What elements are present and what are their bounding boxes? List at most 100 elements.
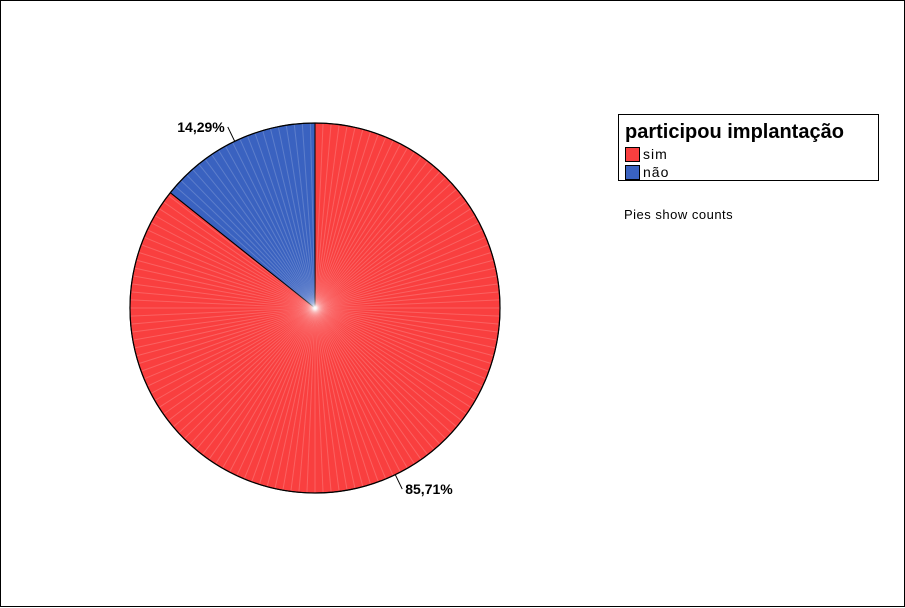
pie-shading-line <box>314 307 429 456</box>
pie-shading-line <box>277 126 316 309</box>
pie-shading-line <box>211 154 316 309</box>
pie-shading-line <box>314 307 408 469</box>
pie-shading-line <box>314 307 480 394</box>
pie-shading-line <box>130 307 316 317</box>
pie-shading-line <box>254 132 316 309</box>
pie-shading-line <box>314 307 356 489</box>
pie-shading-line <box>309 123 316 309</box>
pie-shading-line <box>132 275 316 309</box>
pie-shading-line <box>314 123 332 309</box>
pie-shading-line <box>215 307 316 465</box>
pie-shading-line <box>258 307 316 485</box>
pie-shading-line <box>274 307 316 489</box>
pie-shading-line <box>314 307 394 476</box>
pie-shading-line <box>147 307 316 387</box>
pie-shading-line <box>246 135 316 309</box>
pie-shading-line <box>225 145 316 309</box>
pie-shading-line <box>134 267 316 309</box>
pie-shading-line <box>314 165 435 309</box>
pie-shading-line <box>314 307 500 325</box>
pie-shading-line <box>314 182 452 309</box>
pie-shading-line <box>314 307 447 440</box>
pie-shading-line <box>314 129 364 309</box>
pie-shading-line <box>140 307 316 372</box>
pie-shading-line <box>314 244 490 309</box>
pie-shading-line <box>314 123 324 309</box>
pie-shading-line <box>262 130 316 309</box>
pie-shading-line <box>314 208 472 309</box>
pie-shading-line <box>314 307 490 372</box>
pie-shading-line <box>314 307 452 434</box>
pie-shading-line <box>266 307 316 487</box>
pie-shading-line <box>314 131 372 309</box>
pie-shading-line <box>138 251 316 309</box>
pie-shading-line <box>314 307 492 365</box>
legend-label-nao: não <box>643 164 670 180</box>
pie-shading-line <box>136 259 316 309</box>
pie-shading-line <box>314 151 415 309</box>
pie-shading-line <box>285 125 316 309</box>
pie-shading-line <box>314 307 415 465</box>
pie-shading-line <box>132 307 316 341</box>
pie-shading-line <box>314 222 480 309</box>
pie-shading-lines <box>129 122 501 494</box>
pie-shading-line <box>282 307 316 491</box>
pie-shading-line <box>218 149 316 309</box>
pie-shading-line <box>163 201 316 309</box>
pie-shading-line <box>314 307 348 491</box>
pie-shading-line <box>239 138 316 309</box>
pie-shading-line <box>314 127 356 309</box>
pie-shading-line <box>167 307 316 422</box>
pie-shading-line <box>147 229 316 309</box>
pie-shading-line <box>154 215 316 309</box>
pie-shading-line <box>314 307 498 341</box>
pie-shading-line <box>314 307 324 493</box>
pie-shading-line <box>136 307 316 357</box>
pie-outline <box>129 122 501 494</box>
pie-shading-line <box>314 307 364 487</box>
data-label-nao: 14,29% <box>177 119 225 135</box>
pie-shading-line <box>314 133 379 309</box>
pie-shading-line <box>314 236 487 309</box>
pie-shading-line <box>178 307 316 434</box>
pie-shading-line <box>192 168 316 309</box>
pie-shading-line <box>150 307 316 394</box>
pie-shading-line <box>314 160 429 309</box>
legend-item-nao: não <box>625 163 669 181</box>
pie-shading-line <box>314 307 496 349</box>
pie-shading-line <box>314 140 394 309</box>
pie-shading-line <box>314 299 500 309</box>
pie-shading-line <box>314 307 472 408</box>
pie-shading-line <box>314 176 447 309</box>
pie-shading-line <box>314 267 496 309</box>
pie-shading-line <box>158 307 316 408</box>
pie-shading-line <box>290 307 316 492</box>
pie-shading-line <box>314 251 492 309</box>
pie-shading-line <box>186 174 316 309</box>
pie-shading-line <box>314 215 476 309</box>
pie-shading-line <box>314 291 500 309</box>
pie-shading-line <box>232 142 316 309</box>
pie-shading-line <box>314 124 340 309</box>
pie-shading-line <box>167 194 316 309</box>
pie-data-labels: 85,71% 14,29% <box>177 119 453 497</box>
pie-shading-line <box>314 307 483 387</box>
pie-shading-line <box>314 307 340 492</box>
pie-shading-line <box>189 307 316 445</box>
pie-shading-line <box>314 201 467 309</box>
pie-shading-line <box>183 307 316 440</box>
pie-note: Pies show counts <box>624 207 734 222</box>
pie-shading-line <box>314 283 499 309</box>
pie-shading-line <box>314 307 467 415</box>
pie-shading-line <box>130 291 316 309</box>
pie-shading-line <box>314 307 463 422</box>
pie-shading-line <box>131 307 316 333</box>
pie-shading-line <box>293 124 316 309</box>
pie-shading-line <box>314 307 435 451</box>
pie-shading-line <box>301 123 316 309</box>
pie-shading-line <box>140 244 316 309</box>
pie-shading-line <box>195 307 316 451</box>
pie-shading-line <box>314 194 463 309</box>
pie-shading-line <box>154 307 316 401</box>
